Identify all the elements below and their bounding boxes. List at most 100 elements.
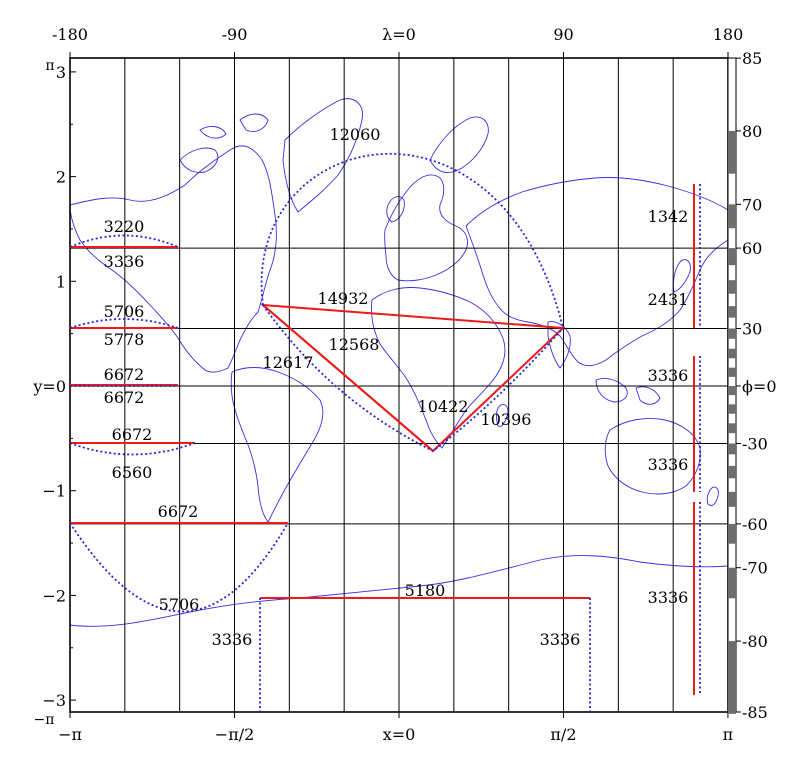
coast-new-zealand: [706, 486, 719, 507]
distance-label: 5180: [405, 581, 446, 600]
scale-bar-block: [728, 465, 736, 479]
scale-bar-block: [728, 423, 736, 434]
distance-label: 1342: [648, 207, 689, 226]
right-axis-label: 30: [742, 319, 762, 338]
scale-bar-block: [728, 328, 736, 339]
distance-label: 3336: [212, 630, 253, 649]
distance-labels: 12060 3220 3336 14932 5706 5778 12568 12617 6672…: [104, 125, 689, 649]
coast-india: [547, 321, 571, 369]
distance-label: 14932: [318, 289, 369, 308]
scale-bar-block: [728, 248, 736, 266]
bottom-axis-label: π/2: [550, 725, 576, 744]
scale-bar-block: [728, 404, 736, 414]
distance-label: 5706: [159, 595, 200, 614]
top-axis-label: -90: [222, 25, 248, 44]
left-axis-label: y=0: [32, 377, 66, 396]
top-axis-label: -180: [52, 25, 88, 44]
distance-label: 6672: [158, 502, 199, 521]
latitude-scale-bar: [727, 57, 737, 714]
top-axis-label: 90: [553, 25, 573, 44]
distance-label: 2431: [648, 290, 689, 309]
right-axis-label: 70: [742, 195, 762, 214]
scale-bar-block: [728, 491, 736, 507]
left-axis-label: 3: [56, 63, 66, 82]
right-axis-label: -70: [742, 559, 768, 578]
bottom-axis-label: −π/2: [215, 725, 255, 744]
left-axis-label: −2: [42, 586, 66, 605]
bottom-axis-label: −π: [58, 725, 82, 744]
distance-label: 6672: [104, 388, 145, 407]
scale-bar-block: [728, 523, 736, 544]
bottom-axis-label: π: [723, 725, 734, 744]
distance-label: 12568: [329, 335, 380, 354]
coast-japan: [672, 259, 691, 293]
coast-south-america: [230, 367, 324, 523]
left-axis-label: −1: [42, 482, 66, 501]
axis-labels: -180 -90 λ=0 90 180−π −π/2 x=0 π/2 π321y=0−1−2−3…: [32, 25, 776, 744]
scale-bar-block: [728, 386, 736, 396]
distance-label: 12617: [263, 353, 314, 372]
right-axis-label: 85: [742, 49, 762, 68]
distance-label: 3336: [104, 252, 145, 271]
coast-arctic-islands: [179, 113, 269, 173]
distance-label: 3336: [648, 455, 689, 474]
scale-bar-block: [728, 443, 736, 455]
left-axis-label: 1: [56, 272, 66, 291]
graticule: [70, 58, 728, 712]
right-axis-label: 60: [742, 239, 762, 258]
coast-greenland: [282, 98, 363, 213]
scale-bar-block: [728, 641, 736, 714]
distance-label: 6672: [104, 365, 145, 384]
left-axis-label: −3: [42, 691, 66, 710]
distance-label: 3336: [540, 630, 581, 649]
scale-bar-block: [728, 130, 736, 174]
scale-bar-block: [728, 306, 736, 318]
distance-label: 3336: [648, 366, 689, 385]
geodesic-lat-60: [69, 234, 179, 248]
scale-bar-block: [728, 567, 736, 599]
right-axis-label: -80: [742, 632, 768, 651]
bottom-axis-label: x=0: [383, 725, 416, 744]
distance-label: 5778: [104, 330, 145, 349]
scale-bar-block: [728, 348, 736, 359]
top-axis-label: λ=0: [382, 25, 416, 44]
coast-australia: [604, 418, 701, 495]
coast-europe: [384, 174, 468, 282]
geodesic-lat-30: [69, 318, 179, 329]
geodesic-triangle-edge: [262, 304, 564, 453]
geodesic-lat-minus-30: [69, 442, 196, 456]
scale-bar-block: [728, 367, 736, 377]
left-pi-top-label: π: [45, 58, 54, 74]
segment-triangle: [260, 303, 566, 453]
left-pi-bottom-label: −π: [34, 712, 55, 728]
distance-label: 5706: [104, 302, 145, 321]
left-axis-label: 2: [56, 168, 66, 187]
coast-asia: [465, 177, 729, 367]
coast-madagascar: [496, 404, 509, 427]
distance-label: 6560: [112, 463, 153, 482]
segment-inner-edge: [262, 304, 434, 452]
distance-label: 10422: [418, 397, 469, 416]
geodesic-lat-minus-60: [69, 522, 289, 613]
scale-bar-block: [728, 280, 736, 294]
scale-bar-block: [728, 204, 736, 229]
right-axis-label: -85: [742, 703, 768, 722]
coast-antarctica: [69, 555, 729, 627]
right-axis-label: -30: [742, 435, 768, 454]
distance-label: 6672: [112, 425, 153, 444]
right-axis-label: 80: [742, 122, 762, 141]
right-axis-label: ϕ=0: [742, 377, 777, 396]
top-axis-label: 180: [713, 25, 744, 44]
coast-north-america: [69, 145, 277, 373]
distance-label: 3220: [104, 217, 145, 236]
coast-southeast-asia: [595, 377, 661, 405]
geodesic-great-arc: [260, 152, 564, 329]
distance-label: 10396: [481, 410, 532, 429]
distance-label: 12060: [330, 125, 381, 144]
coast-scandinavia: [429, 116, 489, 173]
distance-segments: [70, 184, 695, 695]
geodesic-curves: [69, 152, 701, 712]
right-axis-label: -60: [742, 515, 768, 534]
coast-britain: [386, 196, 405, 223]
